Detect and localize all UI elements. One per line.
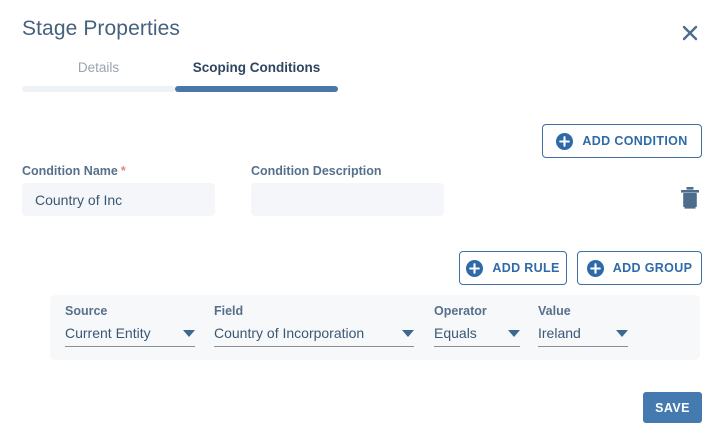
rule-value-label: Value: [538, 304, 571, 318]
tab-details-label: Details: [77, 60, 120, 75]
rule-source-field: Source Current Entity: [65, 304, 195, 347]
required-marker: *: [120, 164, 126, 178]
tab-details-indicator: [22, 86, 175, 92]
rule-value-value: Ireland: [538, 325, 581, 341]
add-group-button[interactable]: ADD GROUP: [577, 251, 702, 285]
rule-source-value: Current Entity: [65, 325, 151, 341]
rule-value-select[interactable]: Ireland: [538, 325, 628, 347]
condition-name-input[interactable]: [22, 183, 215, 216]
rule-value-field: Value Ireland: [538, 304, 628, 347]
chevron-down-icon: [402, 329, 414, 337]
rule-field-select[interactable]: Country of Incorporation: [214, 325, 414, 347]
rule-field-field: Field Country of Incorporation: [214, 304, 414, 347]
plus-circle-icon: [586, 259, 604, 277]
condition-name-label-text: Condition Name: [22, 164, 118, 178]
chevron-down-icon: [616, 329, 628, 337]
trash-icon[interactable]: [679, 186, 701, 210]
rule-source-select[interactable]: Current Entity: [65, 325, 195, 347]
page-title: Stage Properties: [22, 17, 181, 40]
plus-circle-icon: [466, 259, 484, 277]
tab-scoping-conditions[interactable]: Scoping Conditions: [175, 60, 338, 92]
condition-description-label: Condition Description: [251, 164, 382, 178]
add-condition-label: ADD CONDITION: [582, 134, 688, 148]
rule-field-value: Country of Incorporation: [214, 325, 365, 341]
rule-field-label: Field: [214, 304, 244, 318]
tab-bar: Details Scoping Conditions: [22, 60, 342, 92]
add-group-label: ADD GROUP: [612, 261, 693, 275]
add-condition-button[interactable]: ADD CONDITION: [542, 124, 702, 158]
close-icon[interactable]: [677, 20, 703, 46]
rule-operator-value: Equals: [434, 325, 477, 341]
tab-scoping-conditions-label: Scoping Conditions: [192, 60, 321, 75]
rule-operator-field: Operator Equals: [434, 304, 520, 347]
add-rule-label: ADD RULE: [492, 261, 560, 275]
rule-operator-label: Operator: [434, 304, 487, 318]
save-button[interactable]: SAVE: [643, 392, 702, 423]
rule-source-label: Source: [65, 304, 108, 318]
rule-row: Source Current Entity Field Country of I…: [50, 295, 700, 360]
chevron-down-icon: [508, 329, 520, 337]
add-rule-button[interactable]: ADD RULE: [459, 251, 567, 285]
chevron-down-icon: [183, 329, 195, 337]
rule-operator-select[interactable]: Equals: [434, 325, 520, 347]
condition-name-label: Condition Name *: [22, 164, 126, 178]
tab-details[interactable]: Details: [22, 60, 175, 92]
plus-circle-icon: [556, 132, 574, 150]
tab-scoping-conditions-indicator: [175, 86, 338, 92]
condition-description-input[interactable]: [251, 183, 444, 216]
